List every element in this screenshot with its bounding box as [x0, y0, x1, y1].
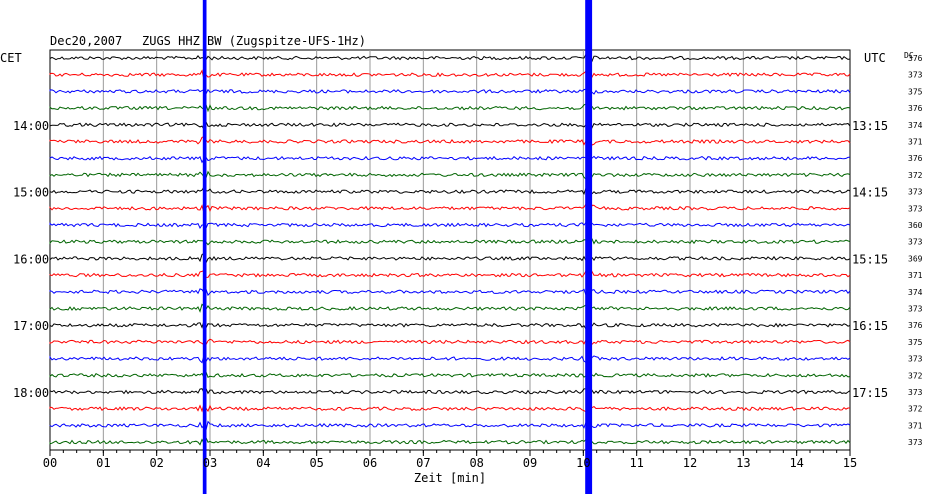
- trace: [49, 185, 851, 195]
- left-hour-label: 15:00: [13, 186, 49, 200]
- right-hour-label: 13:15: [852, 119, 888, 133]
- x-axis: 00 01 02 03 04 05 06 07 08 09 10 11 12 13 14 15: [43, 450, 857, 470]
- dc-value: 372: [908, 171, 923, 180]
- dc-value: 376: [908, 154, 923, 163]
- x-tick-label: 13: [736, 456, 750, 470]
- trace: [49, 221, 851, 230]
- x-tick-label: 07: [416, 456, 430, 470]
- x-tick-label: 15: [843, 456, 857, 470]
- right-hour-label: 15:15: [852, 252, 888, 266]
- trace: [49, 338, 851, 347]
- trace: [49, 170, 851, 181]
- dc-value: 374: [908, 121, 923, 130]
- trace: [49, 53, 851, 63]
- trace: [49, 269, 851, 278]
- x-axis-label: Zeit [min]: [414, 471, 486, 485]
- x-tick-label: 06: [363, 456, 377, 470]
- trace: [49, 252, 851, 265]
- trace: [49, 319, 851, 331]
- trace: [49, 436, 851, 447]
- dc-value: 373: [908, 355, 923, 364]
- right-hour-label: 14:15: [852, 186, 888, 200]
- trace: [49, 287, 851, 299]
- x-tick-label: 02: [149, 456, 163, 470]
- dc-label: DC: [904, 51, 914, 60]
- right-zone-label: UTC: [864, 51, 886, 65]
- dc-value: 373: [908, 188, 923, 197]
- dc-value: 371: [908, 271, 923, 280]
- trace: [49, 119, 851, 131]
- dc-value: 373: [908, 71, 923, 80]
- x-tick-label: 03: [203, 456, 217, 470]
- trace: [49, 402, 850, 413]
- dc-value: 371: [908, 138, 923, 147]
- event-marker: [585, 0, 593, 494]
- event-marker: [202, 0, 207, 494]
- traces: [49, 53, 851, 447]
- dc-value: 376: [908, 321, 923, 330]
- trace: [49, 103, 851, 113]
- grid: [49, 49, 851, 451]
- x-tick-label: 05: [309, 456, 323, 470]
- event-markers: [202, 0, 593, 494]
- left-zone-label: CET: [0, 51, 22, 65]
- dc-value: 375: [908, 87, 923, 96]
- x-tick-label: 12: [683, 456, 697, 470]
- trace: [49, 135, 851, 147]
- dc-value: 372: [908, 371, 923, 380]
- dc-value: 376: [908, 104, 923, 113]
- x-tick-label: 14: [789, 456, 803, 470]
- trace: [49, 203, 851, 216]
- trace: [49, 370, 851, 379]
- dc-value: 375: [908, 338, 923, 347]
- left-hour-label: 16:00: [13, 252, 49, 266]
- trace: [49, 87, 851, 96]
- dc-value: 369: [908, 254, 923, 263]
- dc-value: 374: [908, 288, 923, 297]
- dc-value: 360: [908, 221, 923, 230]
- dc-value: 372: [908, 405, 923, 414]
- dc-value: 373: [908, 305, 923, 314]
- trace: [49, 353, 851, 364]
- x-tick-label: 01: [96, 456, 110, 470]
- header-date: Dec20,2007: [50, 34, 122, 48]
- dc-value: 373: [908, 438, 923, 447]
- x-tick-label: 08: [469, 456, 483, 470]
- x-tick-label: 00: [43, 456, 57, 470]
- header-station: ZUGS HHZ BW (Zugspitze-UFS-1Hz): [142, 34, 366, 48]
- right-hour-label: 17:15: [852, 386, 888, 400]
- plot-frame: [49, 49, 851, 451]
- x-tick-label: 04: [256, 456, 270, 470]
- trace: [49, 69, 851, 82]
- x-tick-label: 11: [629, 456, 643, 470]
- dc-value: 373: [908, 204, 923, 213]
- left-hour-label: 17:00: [13, 319, 49, 333]
- trace: [49, 237, 851, 246]
- dc-value: 371: [908, 421, 923, 430]
- trace: [49, 386, 851, 395]
- left-hour-label: 14:00: [13, 119, 49, 133]
- right-hour-label: 16:15: [852, 319, 888, 333]
- left-hour-label: 18:00: [13, 386, 49, 400]
- dc-value: 373: [908, 388, 923, 397]
- x-tick-label: 10: [576, 456, 590, 470]
- dc-value: 376: [908, 54, 923, 63]
- x-tick-label: 09: [523, 456, 537, 470]
- hour-labels: 14:00 15:00 16:00 17:00 18:00 13:15 14:15 15:15…: [13, 119, 888, 400]
- trace: [49, 155, 851, 164]
- dc-value: 373: [908, 238, 923, 247]
- trace: [49, 420, 851, 432]
- trace: [49, 303, 851, 313]
- dc-values: 376 373 375 376 374 371 376 372 373 373 360 373 369 3…: [908, 54, 923, 447]
